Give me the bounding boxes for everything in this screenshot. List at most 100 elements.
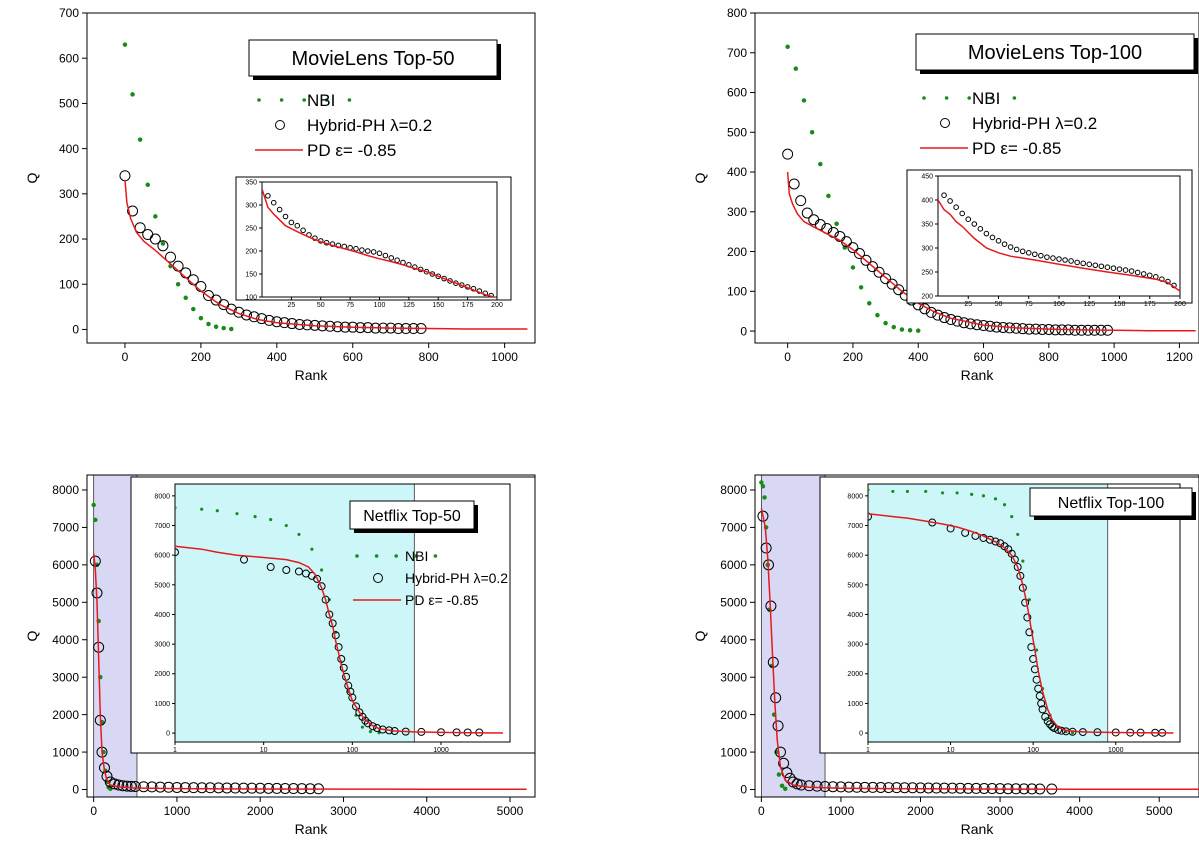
panel4-inset-y-tick-label: 4000 <box>847 612 863 619</box>
panel3-inset-hybrid-point <box>368 722 377 731</box>
panel4-title: Netflix Top-100 <box>1058 495 1165 512</box>
panel3-hybrid-point <box>125 780 137 792</box>
panel2-legend-nbi-swatch <box>922 96 926 100</box>
panel2-inset-y-tick-label: 450 <box>921 173 933 180</box>
panel4-x-tick-label: 0 <box>758 804 765 818</box>
panel1-hybrid-point <box>165 251 177 263</box>
panel2-inset-hybrid-point <box>959 210 966 217</box>
panel3-nbi-point <box>93 517 98 523</box>
panel2-legend-label: Hybrid-PH λ=0.2 <box>972 114 1097 133</box>
panel3-inset-series-line <box>175 545 504 734</box>
panel4-nbi-point <box>782 786 788 792</box>
panel3-inset-x-tick-label: 1000 <box>433 747 449 754</box>
panel1-inset-y-tick-label: 150 <box>245 271 257 278</box>
panel1-frame <box>86 12 536 344</box>
panel3-inset-y-tick-label: 3000 <box>154 642 170 649</box>
panel4-inset-y-tick-label: 2000 <box>847 671 863 678</box>
panel2-nbi-point <box>858 285 864 290</box>
panel3-nbi-point <box>91 502 96 508</box>
panel2-y-tick-label: 0 <box>740 324 747 338</box>
panel3-hybrid-point <box>117 780 129 792</box>
panel3-inset-nbi-point <box>310 547 314 551</box>
panel4-nbi-point <box>760 483 766 489</box>
panel1-inset-hybrid-point <box>265 193 271 199</box>
panel2-inset-hybrid-point <box>995 238 1002 244</box>
panel1-nbi-point <box>198 315 204 321</box>
panel2-inset-hybrid-point <box>941 192 947 198</box>
panel3-y-label: Q <box>24 630 40 641</box>
panel2-inset-y-tick-label: 200 <box>921 293 933 300</box>
panel1-x-tick-label: 200 <box>191 350 211 364</box>
panel4-inset-nbi-point <box>905 489 909 493</box>
panel1-nbi-point <box>229 326 234 332</box>
panel1-inset-hybrid-point <box>282 213 289 220</box>
panel3-inset-frame <box>174 483 511 743</box>
panel3-hybrid-point <box>163 781 175 793</box>
panel4-hybrid-point <box>757 510 769 522</box>
panel1-inset-hybrid-point <box>376 250 383 257</box>
panel3-data <box>89 502 527 795</box>
panel2-inset-hybrid-point <box>953 204 959 210</box>
panel3-inset-y-tick-label: 4000 <box>154 612 170 619</box>
panel3-inset-nbi-point <box>320 568 324 572</box>
panel1-inset-x-tick-label: 125 <box>403 302 415 309</box>
panel3-inset-y-tick-label: 6000 <box>154 553 170 560</box>
panel2-y-tick-label: 200 <box>727 245 747 259</box>
panel4-inset-nbi-point <box>1027 598 1031 602</box>
panel2-inset-x-tick-label: 100 <box>1053 301 1065 308</box>
panel2-inset-hybrid-point <box>1110 265 1117 271</box>
panel3-y-tick-label: 4000 <box>52 633 79 647</box>
panel1-nbi-point <box>122 42 128 47</box>
panel2-inset-hybrid-point <box>1140 271 1147 277</box>
panel1-y-tick-label: 200 <box>59 232 79 246</box>
panel1-hybrid-point <box>225 303 237 315</box>
panel4-inset-nbi-point <box>1016 532 1020 536</box>
panel3-x-tick-label: 0 <box>90 804 97 818</box>
panel2-inset-x-tick-label: 200 <box>1174 301 1186 308</box>
panel3-y-tick-label: 5000 <box>52 596 79 610</box>
panel3-inset-hybrid-point <box>325 610 334 619</box>
panel2-frame <box>754 12 1199 344</box>
panel2-nbi-point <box>875 312 880 318</box>
panel4-inset-hybrid-point <box>985 535 994 544</box>
panel2-hybrid-point <box>886 278 898 290</box>
panel3-y-tick-label: 6000 <box>52 558 79 572</box>
panel3-hybrid-point <box>213 782 225 794</box>
panel3-inset-nbi-point <box>200 507 204 511</box>
panel1-inset-series-line <box>262 188 497 297</box>
panel2-inset-box <box>906 169 1193 304</box>
panel1-inset-hybrid-point <box>270 199 277 206</box>
panel1-data <box>119 42 528 335</box>
panel4-y-tick-label: 6000 <box>720 558 747 572</box>
panel4-inset-hybrid-point <box>1025 628 1034 637</box>
panel3-legend-nbi-swatch <box>433 554 438 558</box>
panel3-inset-y-tick-label: 1000 <box>154 701 170 708</box>
panel1-nbi-point <box>191 306 196 312</box>
panel3-x-label: Rank <box>295 821 329 837</box>
panel4-series-line <box>760 508 1199 791</box>
panel1-inset-y-tick-label: 100 <box>245 294 257 301</box>
panel2-nbi-point <box>793 66 799 71</box>
panel3: 0 1000 2000 3000 4000 50000100020003000400050… <box>24 474 536 837</box>
panel3-y-tick-label: 7000 <box>52 521 79 535</box>
panel3-legend-label: NBI <box>405 548 428 564</box>
panel1-y-tick-label: 300 <box>59 187 79 201</box>
panel2-title-box: MovieLens Top-100 <box>915 33 1198 74</box>
panel2-y-tick-label: 100 <box>727 285 747 299</box>
panel3-hybrid-point <box>146 781 158 793</box>
panel1-title: MovieLens Top-50 <box>291 48 454 70</box>
panel1-nbi-point <box>221 325 226 331</box>
panel2-inset-y-tick-label: 300 <box>921 245 933 252</box>
panel2-title: MovieLens Top-100 <box>968 42 1142 64</box>
panel2-inset-hybrid-point <box>1044 254 1050 260</box>
panel1-series-dot <box>122 42 234 332</box>
panel3-inset-y-tick-label: 7000 <box>154 523 170 530</box>
panel3-inset-y-tick-label: 2000 <box>154 671 170 678</box>
panel2-x-tick-label: 1000 <box>1101 350 1128 364</box>
panel3-inset-nbi-point <box>269 518 273 522</box>
panel2-inset-x-tick-label: 25 <box>964 301 972 308</box>
panel1-inset: 25 50 75 100 125 150 175 200 100 150 200 250 300 350 <box>235 176 512 309</box>
panel1-legend-nbi-swatch <box>325 98 329 102</box>
panel4-hybrid-point <box>907 782 919 794</box>
panel2-inset-y-tick-label: 400 <box>921 197 933 204</box>
